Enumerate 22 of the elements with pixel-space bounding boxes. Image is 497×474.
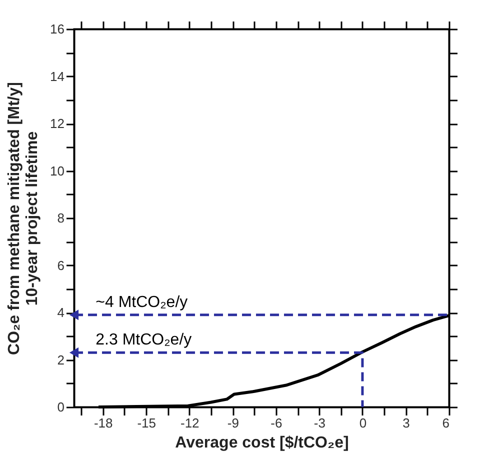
y-tick-label: 8 xyxy=(57,210,64,226)
y-axis-title: CO₂e from methane mitigated [Mt/y] 10-year project lifetime xyxy=(6,82,42,355)
y-tick-label: 14 xyxy=(50,68,64,84)
y-tick-label: 4 xyxy=(57,305,64,320)
x-axis-title: Average cost [$/tCO₂e] xyxy=(175,434,349,452)
y-tick-label: 6 xyxy=(57,258,64,273)
x-tick-label: -12 xyxy=(180,416,200,430)
x-tick-label: -18 xyxy=(94,416,113,430)
annotation: ~4 MtCO₂e/y xyxy=(96,294,188,311)
x-tick-label: 0 xyxy=(359,416,367,430)
annotation: 2.3 MtCO₂e/y xyxy=(96,332,192,349)
x-tick-label: -15 xyxy=(137,416,156,430)
y-tick-label: 2 xyxy=(57,352,64,368)
x-tick-label: -9 xyxy=(227,416,239,430)
x-tick-label: -6 xyxy=(270,416,282,430)
y-tick-label: 10 xyxy=(50,163,64,178)
x-tick-label: 3 xyxy=(402,416,410,430)
y-tick-label: 0 xyxy=(57,400,64,414)
x-tick-label: -3 xyxy=(314,416,326,430)
x-tick-label: 6 xyxy=(442,416,450,430)
y-tick-label: 12 xyxy=(50,116,64,131)
y-tick-label: 16 xyxy=(50,22,64,36)
